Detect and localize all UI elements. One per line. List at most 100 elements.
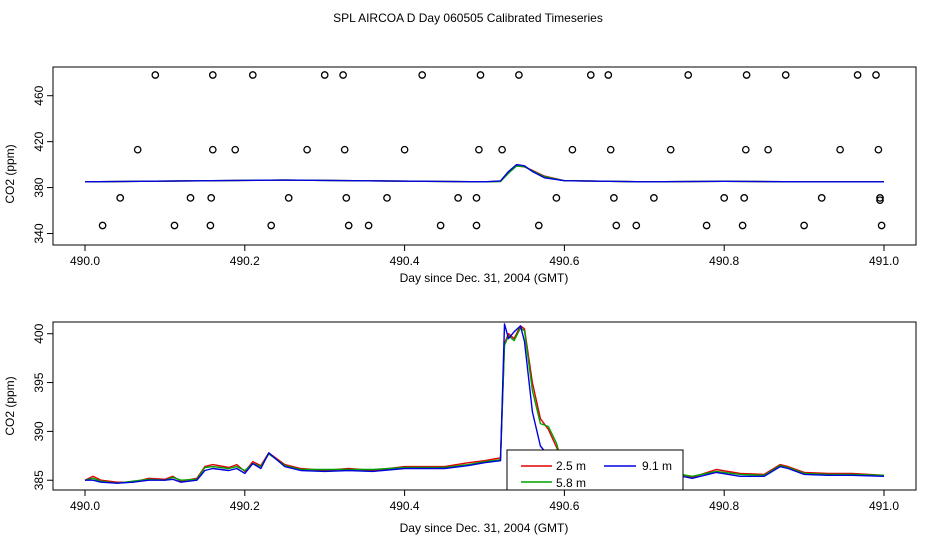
data-point <box>339 71 347 79</box>
data-point <box>877 221 886 230</box>
data-point <box>817 194 826 202</box>
data-point <box>872 71 880 79</box>
data-point <box>436 221 445 230</box>
bottom-x-tick-label: 490.2 <box>230 499 260 513</box>
legend-label-5-8m: 5.8 m <box>556 476 586 490</box>
legend-box <box>506 449 684 491</box>
bottom-series-line-green <box>84 327 885 484</box>
data-point <box>472 221 481 230</box>
top-x-tick-label: 490.0 <box>70 254 100 268</box>
bottom-y-tick-label: 395 <box>32 372 46 392</box>
data-point <box>186 194 195 202</box>
data-point <box>632 221 641 230</box>
data-point <box>207 194 216 202</box>
data-point <box>208 145 217 154</box>
data-point <box>876 194 884 202</box>
bottom-axes: 490.0 490.2 490.4 490.6 490.8 491.0 385 390 395 4… <box>32 323 899 513</box>
data-point <box>116 194 125 202</box>
data-point <box>876 196 884 205</box>
data-point <box>364 221 373 230</box>
data-point <box>267 221 276 230</box>
top-y-tick-label: 380 <box>32 177 46 197</box>
bottom-panel: 490.0 490.2 490.4 490.6 490.8 491.0 385 390 395 4… <box>3 321 917 535</box>
data-point <box>742 71 751 79</box>
data-point <box>170 221 179 230</box>
data-point <box>472 194 481 202</box>
data-point <box>800 221 808 230</box>
bottom-series-line-blue <box>85 323 885 484</box>
data-point <box>515 71 523 79</box>
bottom-series-lines <box>84 323 885 484</box>
data-point <box>342 194 351 202</box>
top-y-tick-label: 340 <box>32 223 46 243</box>
bottom-x-axis-label: Day since Dec. 31, 2004 (GMT) <box>400 521 569 535</box>
bottom-series-line-red <box>84 325 885 483</box>
data-point <box>740 194 749 202</box>
top-y-tick-label: 460 <box>32 85 46 105</box>
top-y-tick-label: 420 <box>32 131 46 151</box>
top-x-tick-label: 490.8 <box>709 254 739 268</box>
data-point <box>552 194 561 202</box>
data-point <box>610 194 618 202</box>
data-point <box>284 194 293 202</box>
data-point <box>383 194 391 202</box>
legend: 2.5 m 9.1 m 5.8 m <box>506 449 684 491</box>
top-x-tick-label: 490.6 <box>549 254 579 268</box>
data-point <box>476 71 485 79</box>
data-point <box>303 145 311 154</box>
bottom-y-axis-label: CO2 (ppm) <box>3 376 17 435</box>
data-point <box>650 194 658 202</box>
top-series-line-green <box>84 165 884 183</box>
data-point <box>248 71 257 79</box>
data-point <box>98 221 107 230</box>
data-point <box>741 145 750 154</box>
bottom-y-tick-label: 390 <box>32 421 46 441</box>
data-point <box>853 71 862 79</box>
data-point <box>764 145 772 154</box>
data-point <box>606 145 615 154</box>
data-point <box>836 145 844 154</box>
legend-label-9-1m: 9.1 m <box>642 459 672 473</box>
data-point <box>418 71 427 79</box>
data-point <box>231 145 240 154</box>
data-point <box>454 194 462 202</box>
data-point <box>340 145 349 154</box>
data-point <box>738 221 747 230</box>
top-x-tick-label: 490.2 <box>230 254 260 268</box>
data-point <box>874 145 883 154</box>
data-point <box>534 221 543 230</box>
top-x-tick-label: 491.0 <box>869 254 899 268</box>
data-point <box>720 194 729 202</box>
top-panel: 490.0 490.2 490.4 490.6 490.8 491.0 340 380 420 4… <box>3 66 917 285</box>
data-point <box>568 145 577 154</box>
top-series-line-red <box>84 165 884 183</box>
bottom-x-tick-label: 490.4 <box>390 499 420 513</box>
data-point <box>320 71 329 79</box>
data-point <box>133 145 142 154</box>
data-point <box>475 145 483 154</box>
bottom-x-tick-label: 490.6 <box>549 499 579 513</box>
top-y-axis-label: CO2 (ppm) <box>3 144 17 203</box>
data-point <box>344 221 353 230</box>
bottom-plot-frame <box>52 321 917 491</box>
bottom-x-tick-label: 490.8 <box>709 499 739 513</box>
top-plot-frame <box>52 66 917 246</box>
data-point <box>684 71 693 79</box>
data-point <box>498 145 506 154</box>
data-point <box>781 71 790 79</box>
data-point <box>208 71 217 79</box>
top-series-line-blue <box>84 163 884 183</box>
top-x-axis-label: Day since Dec. 31, 2004 (GMT) <box>400 271 569 285</box>
data-point <box>666 145 675 154</box>
data-point <box>206 221 215 230</box>
legend-label-2-5m: 2.5 m <box>556 459 586 473</box>
bottom-x-tick-label: 491.0 <box>869 499 899 513</box>
data-point <box>702 221 711 230</box>
bottom-x-tick-label: 490.0 <box>70 499 100 513</box>
bottom-y-tick-label: 400 <box>32 323 46 343</box>
data-point <box>151 71 160 79</box>
top-series-lines <box>84 163 884 183</box>
chart-title: SPL AIRCOA D Day 060505 Calibrated Times… <box>333 11 603 25</box>
data-point <box>604 71 613 79</box>
